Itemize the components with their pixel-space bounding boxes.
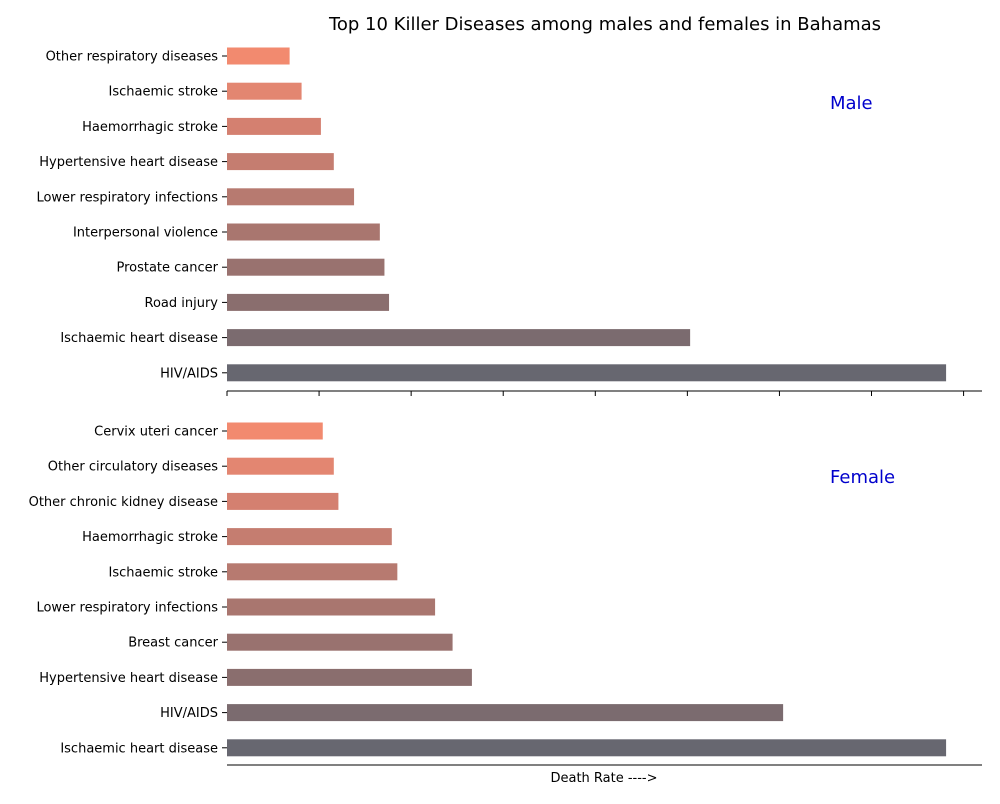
bar [227, 457, 334, 475]
category-label: Hypertensive heart disease [39, 155, 218, 170]
category-label: HIV/AIDS [160, 706, 218, 721]
bar [227, 668, 472, 686]
category-label: Haemorrhagic stroke [82, 530, 218, 545]
bar [227, 188, 355, 206]
category-label: Haemorrhagic stroke [82, 120, 218, 135]
category-label: Other respiratory diseases [46, 50, 219, 65]
bar [227, 563, 398, 581]
category-label: Lower respiratory infections [36, 601, 218, 616]
bar [227, 598, 436, 616]
bar [227, 492, 339, 510]
category-label: Ischaemic stroke [109, 85, 218, 100]
bar [227, 82, 302, 100]
category-label: Prostate cancer [116, 261, 218, 276]
bar [227, 422, 323, 440]
category-label: Road injury [145, 296, 219, 311]
panel-label-male: Male [830, 93, 873, 114]
category-label: Breast cancer [128, 636, 218, 651]
bar [227, 153, 334, 171]
bar [227, 329, 691, 347]
panel-male: Other respiratory diseases Ischaemic stro… [36, 47, 982, 396]
bar [227, 223, 380, 241]
category-label: Ischaemic heart disease [60, 331, 218, 346]
panel-female: Cervix uteri cancer Other circulatory dis… [29, 422, 982, 766]
category-label: Cervix uteri cancer [94, 425, 218, 440]
chart-title: Top 10 Killer Diseases among males and f… [328, 14, 881, 35]
x-axis-label: Death Rate ----> [550, 771, 657, 786]
category-label: HIV/AIDS [160, 366, 218, 381]
bar [227, 47, 290, 65]
bar [227, 704, 784, 722]
category-label: Interpersonal violence [73, 226, 218, 241]
category-label: Hypertensive heart disease [39, 671, 218, 686]
category-label: Ischaemic heart disease [60, 741, 218, 756]
bar [227, 739, 947, 757]
bar [227, 364, 947, 382]
bar [227, 117, 321, 135]
category-label: Lower respiratory infections [36, 190, 218, 205]
bar [227, 528, 392, 546]
bar [227, 258, 385, 276]
category-label: Ischaemic stroke [109, 565, 218, 580]
bar [227, 633, 453, 651]
panel-label-female: Female [830, 467, 895, 488]
category-label: Other circulatory diseases [48, 460, 218, 475]
bar [227, 293, 390, 311]
category-label: Other chronic kidney disease [29, 495, 218, 510]
